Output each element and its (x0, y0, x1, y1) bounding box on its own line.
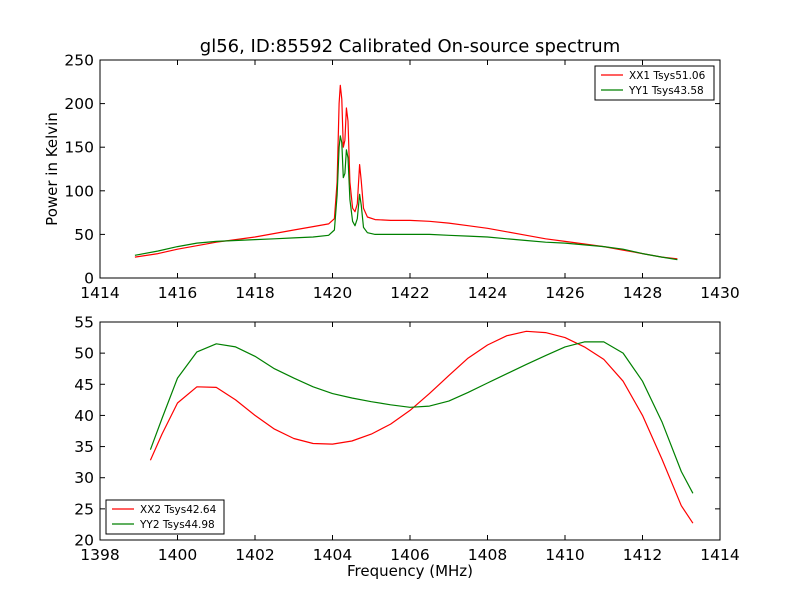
bottom-legend-frame (105, 499, 225, 535)
bottom-y-tick-label: 40 (74, 407, 94, 425)
top-x-tick-label: 1420 (313, 284, 352, 302)
top-y-tick-label: 100 (64, 182, 94, 200)
bottom-x-tick-label: 1398 (80, 546, 119, 564)
top-panel: Power in Kelvin 1414 1416 1418 1420 1422 1424… (43, 52, 740, 303)
top-legend-label-1: XX1 Tsys51.06 (629, 70, 706, 82)
bottom-y-tick-label: 55 (74, 314, 94, 332)
top-y-tick-label: 150 (64, 139, 94, 157)
top-series-line-2 (134, 135, 678, 261)
top-y-axis-title: Power in Kelvin (43, 112, 61, 226)
top-x-tick-label: 1428 (623, 284, 662, 302)
bottom-x-tick-label: 1406 (390, 546, 429, 564)
bottom-x-tick-label: 1414 (700, 546, 739, 564)
top-x-tick-label: 1418 (235, 284, 274, 302)
bottom-legend-label-2: YY2 Tsys44.98 (139, 519, 215, 531)
top-legend-frame (594, 65, 715, 101)
chart-title: gl56, ID:85592 Calibrated On-source spec… (200, 36, 620, 57)
bottom-y-tick-label: 30 (74, 469, 94, 487)
top-x-tick-label: 1414 (80, 284, 119, 302)
top-x-tick-label: 1430 (700, 284, 739, 302)
bottom-series-line-2 (149, 341, 694, 494)
top-y-tick-label: 250 (64, 52, 94, 70)
bottom-x-tick-label: 1400 (158, 546, 197, 564)
bottom-series-line-1 (149, 330, 694, 524)
top-y-tick-label: 200 (64, 95, 94, 113)
bottom-legend-label-1: XX2 Tsys42.64 (140, 504, 217, 516)
bottom-y-tick-label: 25 (74, 500, 94, 518)
bottom-x-tick-label: 1404 (313, 546, 352, 564)
bottom-y-tick-label: 50 (74, 345, 94, 363)
top-x-tick-label: 1416 (158, 284, 197, 302)
top-x-tick-label: 1424 (468, 284, 507, 302)
bottom-x-tick-label: 1402 (235, 546, 274, 564)
bottom-panel: Frequency (MHz) 1398 1400 1402 1404 1406 1408… (74, 314, 739, 581)
top-legend-label-2: YY1 Tsys43.58 (628, 85, 704, 97)
top-legend: XX1 Tsys51.06 YY1 Tsys43.58 (594, 65, 715, 101)
bottom-x-tick-label: 1408 (468, 546, 507, 564)
top-series-line-1 (134, 84, 678, 260)
bottom-x-tick-label: 1410 (545, 546, 584, 564)
bottom-x-axis-title: Frequency (MHz) (347, 562, 473, 580)
bottom-y-tick-label: 20 (74, 532, 94, 550)
bottom-legend: XX2 Tsys42.64 YY2 Tsys44.98 (105, 499, 225, 535)
top-y-tick-label: 0 (84, 270, 94, 288)
bottom-y-tick-label: 35 (74, 438, 94, 456)
bottom-x-tick-label: 1412 (623, 546, 662, 564)
top-x-tick-label: 1422 (390, 284, 429, 302)
top-y-tick-label: 50 (74, 226, 94, 244)
bottom-y-tick-label: 45 (74, 376, 94, 394)
top-x-tick-label: 1426 (545, 284, 584, 302)
